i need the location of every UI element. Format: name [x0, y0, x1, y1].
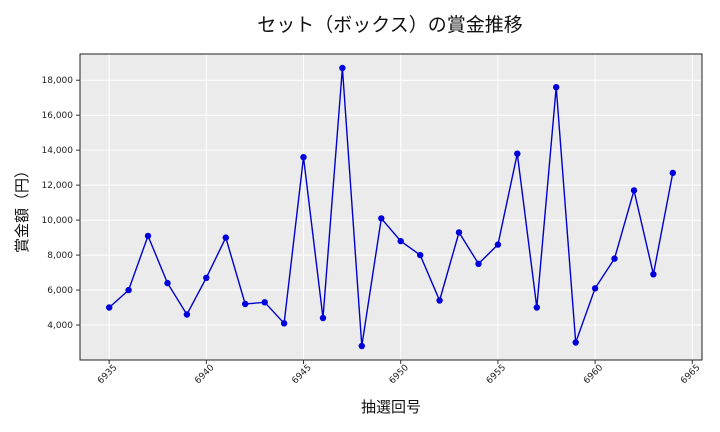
data-point	[339, 64, 346, 72]
plot-area	[80, 54, 702, 360]
y-tick-label: 6,000	[47, 286, 73, 296]
data-point	[125, 286, 132, 294]
chart-title: セット（ボックス）の賞金推移	[257, 14, 522, 36]
data-point	[514, 150, 521, 157]
data-point	[164, 279, 171, 287]
y-tick-label: 14,000	[42, 146, 74, 156]
data-point	[106, 304, 113, 311]
data-point	[494, 241, 502, 248]
data-point	[358, 342, 365, 350]
axes	[76, 53, 703, 364]
plot-frame	[79, 53, 703, 361]
data-point	[242, 300, 249, 308]
data-point	[669, 169, 676, 177]
data-point	[611, 255, 618, 262]
y-tick-label: 8,000	[47, 251, 73, 261]
y-tick-label: 16,000	[42, 111, 74, 121]
data-point	[183, 311, 191, 318]
data-point	[436, 297, 443, 304]
data-point	[553, 84, 560, 91]
y-axis-label: 賞金額（円）	[13, 163, 31, 253]
data-point	[203, 274, 210, 281]
data-point	[630, 187, 638, 194]
data-point	[397, 237, 404, 245]
data-point	[650, 271, 657, 278]
data-point	[572, 339, 579, 346]
data-point	[417, 251, 424, 259]
series-line	[108, 67, 674, 347]
y-tick-label: 10,000	[42, 216, 74, 226]
data-point	[280, 320, 288, 327]
data-point	[455, 229, 463, 236]
data-point	[533, 304, 540, 311]
data-point	[261, 299, 268, 306]
y-tick-label: 18,000	[42, 76, 74, 86]
y-tick-label: 12,000	[42, 181, 74, 191]
data-point	[300, 154, 307, 161]
series-group	[106, 64, 676, 350]
data-point	[222, 234, 229, 241]
grid-lines	[80, 54, 702, 360]
data-point	[475, 260, 482, 267]
data-point	[378, 215, 385, 222]
y-tick-label: 4,000	[47, 321, 73, 331]
x-axis-label: 抽選回号	[361, 398, 421, 416]
data-point	[319, 314, 327, 322]
data-point	[144, 232, 152, 240]
data-point	[591, 285, 599, 292]
